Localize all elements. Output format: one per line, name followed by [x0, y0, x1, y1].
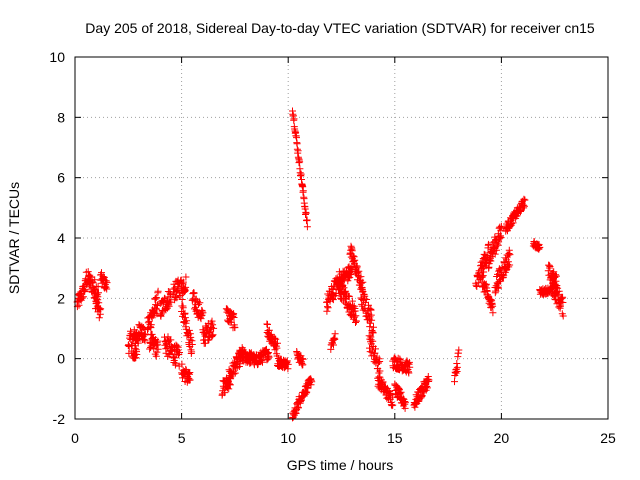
y-tick-label: 0 — [57, 351, 65, 367]
data-point-cluster — [146, 330, 162, 360]
data-point-cluster — [178, 360, 194, 386]
data-point-cluster — [491, 246, 514, 297]
x-tick-label: 0 — [71, 430, 79, 446]
data-point-cluster — [222, 305, 239, 332]
x-tick-label: 15 — [387, 430, 403, 446]
data-point-cluster — [97, 269, 111, 293]
data-point-cluster — [188, 289, 207, 323]
y-tick-label: 2 — [57, 290, 65, 306]
chart-title: Day 205 of 2018, Sidereal Day-to-day VTE… — [85, 20, 595, 36]
data-point-cluster — [169, 273, 190, 304]
y-tick-label: 6 — [57, 170, 65, 186]
y-axis-label: SDTVAR / TECUs — [6, 182, 22, 294]
data-point-cluster — [478, 272, 497, 317]
data-point-cluster — [156, 288, 175, 320]
data-point-cluster — [346, 242, 367, 294]
data-point-cluster — [289, 107, 311, 231]
data-point-cluster — [327, 330, 339, 353]
plot-frame — [74, 56, 609, 420]
data-point-cluster — [73, 277, 90, 311]
data-point-cluster — [544, 261, 561, 290]
data-point-cluster — [529, 238, 544, 253]
data-point-cluster — [549, 278, 567, 320]
x-tick-label: 25 — [600, 430, 616, 446]
y-tick-label: -2 — [53, 411, 66, 427]
data-point-cluster — [374, 373, 397, 410]
data-point-cluster — [178, 296, 196, 357]
data-point-cluster — [199, 317, 218, 347]
data-point-cluster — [536, 283, 557, 298]
data-point-cluster — [124, 321, 143, 357]
data-point-cluster — [410, 373, 433, 411]
axis-ticks: 0 5 10 15 20 25 -2 0 2 4 6 8 10 — [49, 49, 616, 446]
x-axis-label: GPS time / hours — [287, 457, 394, 473]
data-point-cluster — [144, 287, 162, 334]
data-point-cluster — [263, 320, 281, 360]
data-point-cluster — [90, 290, 105, 322]
data-points — [73, 107, 567, 422]
data-point-cluster — [389, 354, 414, 377]
data-point-cluster — [295, 375, 316, 407]
data-point-cluster — [485, 222, 505, 272]
data-point-cluster — [293, 348, 307, 369]
data-point-cluster — [365, 332, 384, 377]
data-point-cluster — [357, 285, 377, 337]
data-point-cluster — [333, 274, 360, 326]
data-point-cluster — [391, 380, 409, 412]
data-point-cluster — [451, 346, 463, 386]
data-point-cluster — [161, 333, 183, 370]
y-tick-label: 8 — [57, 109, 65, 125]
x-tick-label: 5 — [178, 430, 186, 446]
y-tick-label: 4 — [57, 230, 65, 246]
data-point-cluster — [502, 195, 529, 235]
x-tick-label: 20 — [494, 430, 510, 446]
grid — [75, 57, 608, 419]
data-point-cluster — [250, 345, 273, 369]
y-tick-label: 10 — [49, 49, 65, 65]
data-point-cluster — [274, 355, 292, 373]
x-tick-label: 10 — [280, 430, 296, 446]
data-point-cluster — [129, 344, 141, 362]
